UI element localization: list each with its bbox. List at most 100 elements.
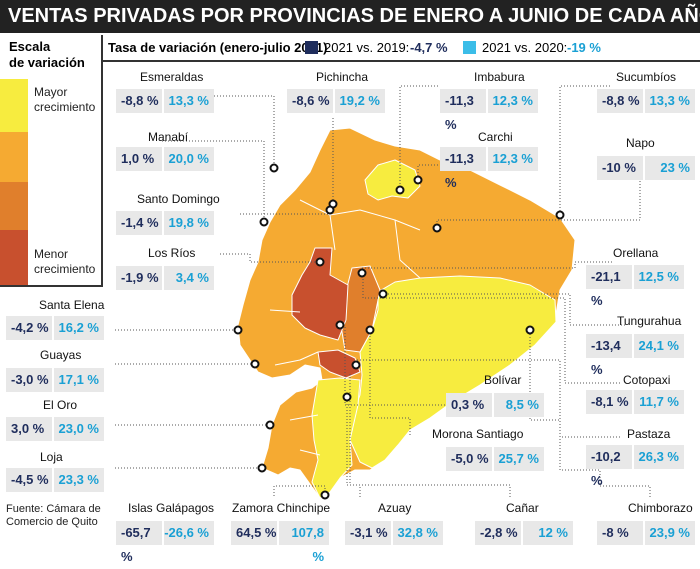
value-2019-manabi: 1,0 % [116, 147, 162, 171]
value-2020-guayas: 17,1 % [52, 368, 104, 392]
series2-swatch [463, 41, 476, 54]
series1-label: 2021 vs. 2019: [324, 40, 410, 55]
leader-morona [369, 330, 411, 435]
value-2020-canar: 12 % [521, 521, 573, 545]
legend-swatch-high [0, 79, 28, 132]
province-name-el-oro: El Oro [43, 398, 78, 412]
leader-pastaza [529, 330, 620, 438]
marker-pastaza [525, 325, 535, 335]
value-2019-chimborazo: -8 % [597, 521, 643, 545]
marker-orellana [357, 268, 367, 278]
marker-santo-domingo [325, 205, 335, 215]
value-2020-el-oro: 23,0 % [52, 417, 104, 441]
value-2019-santo-domingo: -1,4 % [116, 211, 162, 235]
value-2019-tungurahua: -13,4 % [586, 334, 632, 377]
series1-total: -4,7 % [410, 40, 448, 55]
province-markers [233, 163, 565, 500]
legend-divider [101, 35, 103, 287]
province-name-napo: Napo [626, 136, 655, 150]
value-2020-azuay: 32,8 % [391, 521, 443, 545]
leader-carchi [417, 164, 438, 180]
value-2019-carchi: -11,3 % [440, 147, 486, 190]
province-name-los-rios: Los Ríos [148, 246, 196, 260]
header-divider [102, 60, 700, 62]
value-2019-azuay: -3,1 % [345, 521, 391, 545]
value-2019-islas-galapagos: -65,7 % [116, 521, 162, 564]
province-name-esmeraldas: Esmeraldas [140, 70, 204, 84]
legend-title: Escala de variación [9, 39, 85, 70]
value-2020-pastaza: 26,3 % [632, 445, 684, 469]
province-name-islas-galapagos: Islas Galápagos [128, 501, 215, 515]
marker-carchi [413, 175, 423, 185]
province-name-sucumbios: Sucumbíos [616, 70, 677, 84]
value-2019-cotopaxi: -8,1 % [586, 390, 632, 414]
province-name-canar: Cañar [506, 501, 539, 515]
value-2020-chimborazo: 23,9 % [643, 521, 695, 545]
internal-borders [269, 199, 421, 456]
series2-total: -19 % [567, 40, 601, 55]
marker-manabi [259, 217, 269, 227]
marker-loja [257, 463, 267, 473]
rate-label: Tasa de variación (enero-julio 2021) [108, 40, 328, 55]
leader-los-rios [220, 253, 320, 263]
value-2019-santa-elena: -4,2 % [6, 316, 52, 340]
marker-el-oro [265, 420, 275, 430]
leader-esmeraldas [191, 91, 275, 168]
value-2020-orellana: 12,5 % [632, 265, 684, 289]
leader-napo [436, 169, 641, 228]
province-name-orellana: Orellana [613, 246, 659, 260]
source-note: Fuente: Cámara de Comercio de Quito [6, 503, 101, 528]
leader-cotopaxi [362, 275, 620, 384]
value-2019-guayas: -3,0 % [6, 368, 52, 392]
province-name-chimborazo: Chimborazo [628, 501, 693, 515]
value-2020-los-rios: 3,4 % [162, 266, 214, 290]
legend-swatch-low [0, 230, 28, 285]
value-2020-manabi: 20,0 % [162, 147, 214, 171]
province-name-santo-domingo: Santo Domingo [137, 192, 220, 206]
marker-napo [432, 223, 442, 233]
marker-bolivar [335, 320, 345, 330]
value-2019-orellana: -21,1 % [586, 265, 632, 308]
marker-santa-elena [233, 325, 243, 335]
value-2020-imbabura: 12,3 % [486, 89, 538, 113]
leader-imbabura [399, 85, 438, 190]
value-2019-pichincha: -8,6 % [287, 89, 333, 113]
leader-canar [349, 372, 511, 497]
marker-canar [351, 360, 361, 370]
province-name-cotopaxi: Cotopaxi [623, 373, 671, 387]
value-2019-loja: -4,5 % [6, 468, 52, 492]
value-2020-pichincha: 19,2 % [333, 89, 385, 113]
marker-sucumbios [555, 210, 565, 220]
province-regions [237, 127, 576, 499]
legend-high-label: Mayor crecimiento [34, 85, 96, 114]
value-2019-los-rios: -1,9 % [116, 266, 162, 290]
province-name-carchi: Carchi [478, 130, 513, 144]
region-amazon [349, 275, 557, 469]
legend-swatch-mid-high [0, 132, 28, 182]
series2-label: 2021 vs. 2020: [482, 40, 568, 55]
value-2020-carchi: 12,3 % [486, 147, 538, 171]
province-name-zamora-chinchipe: Zamora Chinchipe [232, 501, 331, 515]
value-2020-napo: 23 % [643, 156, 695, 180]
value-2019-pastaza: -10,2 % [586, 445, 632, 488]
marker-azuay [342, 392, 352, 402]
province-name-tungurahua: Tungurahua [617, 314, 682, 328]
province-name-santa-elena: Santa Elena [39, 298, 105, 312]
marker-esmeraldas [269, 163, 279, 173]
value-2019-canar: -2,8 % [475, 521, 521, 545]
value-2019-sucumbios: -8,8 % [597, 89, 643, 113]
value-2020-santa-elena: 16,2 % [52, 316, 104, 340]
value-2019-napo: -10 % [597, 156, 643, 180]
province-name-imbabura: Imbabura [474, 70, 525, 84]
marker-imbabura [395, 185, 405, 195]
marker-tungurahua [378, 289, 388, 299]
value-2020-tungurahua: 24,1 % [632, 334, 684, 358]
legend-bottom-divider [0, 285, 103, 287]
value-2020-zamora-chinchipe: 107,8 % [277, 521, 329, 564]
value-2019-morona-santiago: -5,0 % [446, 447, 492, 471]
province-name-pichincha: Pichincha [316, 70, 369, 84]
value-2020-morona-santiago: 25,7 % [492, 447, 544, 471]
value-2019-el-oro: 3,0 % [6, 417, 52, 441]
leader-orellana [361, 261, 612, 273]
